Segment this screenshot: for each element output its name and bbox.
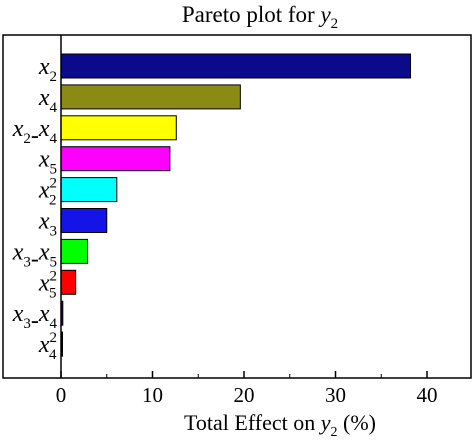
category-label-0: x2 [38,54,57,85]
category-label-2: x2-x4 [12,116,58,149]
x-tick-label-0: 0 [56,383,67,407]
x-axis-label: Total Effect on y2 (%) [184,410,376,440]
bar-2 [60,115,177,141]
bar-5 [60,208,108,233]
bar-6 [60,238,89,264]
category-label-8: x3-x4 [12,301,58,334]
chart-title: Pareto plot for y2 [182,2,338,32]
category-label-1: x4 [38,85,58,116]
x-tick-label-30: 30 [325,383,346,407]
bar-0 [60,53,412,79]
x-tick-label-20: 20 [234,383,255,407]
category-label-7: x25​ [38,268,57,301]
x-tick-label-40: 40 [417,383,438,407]
category-label-6: x3-x5 [12,239,57,272]
bars-group [60,53,412,357]
bar-3 [60,146,171,172]
bar-7 [60,269,77,295]
x-tick-label-10: 10 [142,383,163,407]
category-label-3: x5 [38,147,57,178]
plot-frame [2,34,472,379]
bar-4 [60,177,118,203]
bar-1 [60,84,241,110]
category-label-9: x24​ [38,330,57,363]
category-label-4: x22​ [38,176,57,209]
x-axis-ticks: 0 10 20 30 40 [56,371,438,407]
category-label-5: x3 [38,209,57,240]
